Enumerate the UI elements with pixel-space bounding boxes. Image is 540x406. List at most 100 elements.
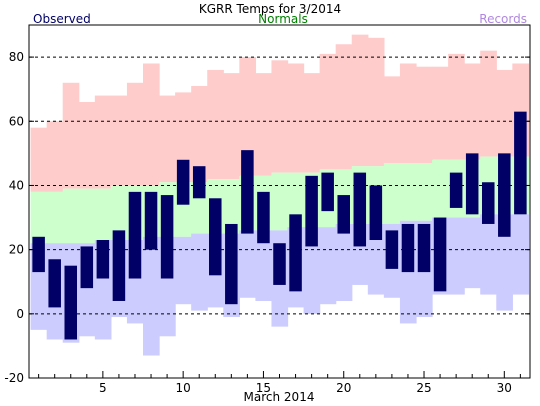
observed-bar — [209, 198, 222, 276]
record-high-band — [303, 73, 321, 173]
normal-band — [287, 172, 305, 228]
observed-bar — [385, 230, 399, 269]
normal-band — [399, 162, 417, 221]
y-tick-label: 80 — [9, 50, 24, 64]
record-high-band — [110, 95, 128, 186]
record-high-band — [415, 66, 433, 163]
record-high-band — [239, 57, 257, 176]
record-high-band — [496, 69, 513, 157]
normal-band — [271, 172, 289, 231]
record-high-band — [432, 66, 449, 160]
record-low-band — [496, 214, 513, 311]
record-high-band — [255, 73, 273, 176]
observed-bar — [337, 195, 350, 234]
record-high-band — [223, 73, 240, 180]
observed-bar — [353, 172, 367, 247]
record-low-band — [191, 233, 208, 311]
observed-bar — [289, 214, 302, 292]
record-high-band — [126, 82, 144, 186]
normal-band — [110, 185, 128, 241]
observed-bar — [417, 223, 431, 273]
observed-bar — [128, 191, 142, 279]
y-tick-label: -20 — [4, 371, 24, 385]
y-tick-label: 20 — [9, 243, 24, 257]
record-low-band — [319, 227, 337, 305]
record-high-band — [335, 44, 353, 170]
record-high-band — [62, 82, 80, 189]
record-low-band — [303, 227, 321, 314]
record-high-band — [30, 127, 48, 192]
record-low-band — [175, 236, 192, 305]
normal-band — [78, 188, 96, 244]
observed-bars — [32, 111, 527, 340]
x-axis-label: March 2014 — [244, 390, 315, 404]
normal-band — [46, 191, 64, 244]
record-high-band — [448, 53, 465, 160]
x-tick-label: 5 — [99, 381, 107, 395]
observed-bar — [257, 191, 270, 244]
legend-observed: Observed — [33, 12, 91, 26]
y-tick-label: 0 — [16, 307, 24, 321]
observed-bar — [192, 166, 206, 199]
x-tick-label: 20 — [336, 381, 351, 395]
record-low-band — [239, 230, 257, 298]
x-axis: 5 10 15 20 25 30 — [38, 371, 521, 395]
observed-bar — [241, 150, 254, 234]
observed-bar — [64, 265, 78, 340]
observed-bar — [225, 223, 238, 305]
observed-bar — [465, 153, 479, 215]
observed-bar — [449, 172, 463, 208]
record-low-band — [335, 223, 353, 301]
record-high-band — [143, 63, 160, 186]
observed-bar — [433, 217, 447, 292]
record-high-band — [78, 102, 96, 189]
legend-normals: Normals — [258, 12, 308, 26]
legend-records: Records — [479, 12, 527, 26]
record-high-band — [464, 63, 481, 160]
observed-bar — [498, 153, 511, 237]
record-low-band — [448, 217, 465, 295]
observed-bar — [176, 159, 190, 205]
record-high-band — [480, 50, 497, 157]
observed-bar — [80, 246, 94, 289]
normal-band — [415, 162, 433, 221]
observed-bar — [305, 175, 318, 247]
normal-band — [62, 188, 80, 244]
record-low-band — [143, 236, 160, 356]
observed-bar — [321, 172, 334, 212]
record-high-band — [383, 76, 401, 163]
record-high-band — [159, 95, 176, 183]
x-tick-label: 15 — [256, 381, 271, 395]
chart-title: KGRR Temps for 3/2014 — [199, 2, 341, 16]
record-high-band — [271, 60, 289, 173]
normal-band — [94, 188, 112, 241]
observed-bar — [369, 185, 383, 241]
observed-bar — [112, 230, 126, 301]
normal-band — [432, 159, 449, 218]
observed-bar — [401, 223, 415, 273]
observed-bar — [481, 182, 495, 224]
x-tick-label: 30 — [497, 381, 512, 395]
observed-bar — [514, 111, 527, 215]
normal-band — [383, 162, 401, 224]
record-low-band — [512, 214, 529, 295]
x-tick-label: 10 — [176, 381, 191, 395]
normal-band — [30, 191, 48, 244]
record-high-band — [287, 63, 305, 173]
record-high-band — [319, 53, 337, 170]
record-low-band — [480, 214, 497, 295]
observed-bar — [273, 243, 286, 285]
normal-band — [223, 179, 240, 234]
observed-bar — [96, 240, 110, 279]
observed-bar — [48, 259, 61, 308]
record-high-band — [46, 121, 64, 192]
record-high-band — [191, 85, 208, 183]
record-low-band — [255, 230, 273, 301]
y-axis: -20 0 20 40 60 80 — [4, 50, 530, 385]
record-high-band — [94, 95, 112, 189]
x-tick-label: 25 — [416, 381, 431, 395]
observed-bar — [144, 191, 158, 250]
record-high-band — [207, 69, 224, 180]
record-high-band — [351, 34, 369, 167]
